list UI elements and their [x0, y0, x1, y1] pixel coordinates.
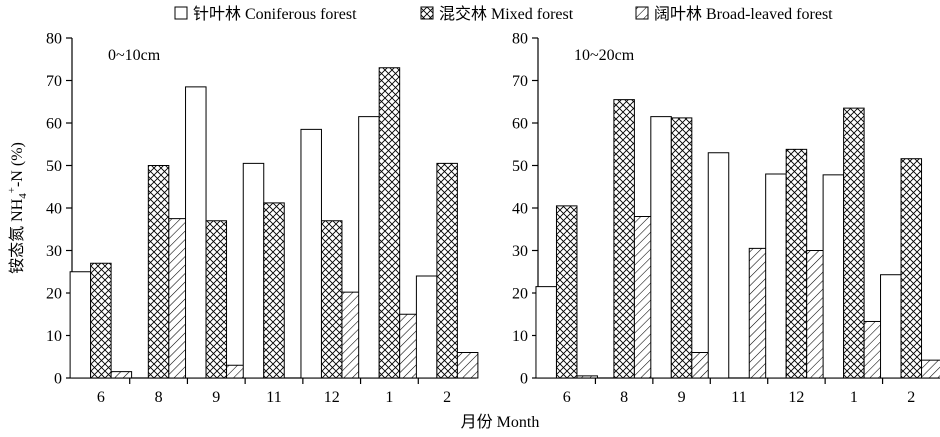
y-tick-label: 70: [46, 73, 62, 90]
y-tick-label: 0: [520, 371, 528, 388]
x-tick-label: 8: [620, 389, 628, 406]
bar-mixed-10-20cm: [613, 99, 635, 379]
y-axis-label: 铵态氮 NH4+-N (%): [6, 142, 29, 274]
x-axis-label: 月份 Month: [461, 413, 540, 431]
bar-mixed-10-20cm: [843, 107, 865, 379]
x-tick-label: 12: [324, 389, 340, 406]
bar-coniferous-10-20cm: [822, 174, 845, 379]
panel-title-10-20cm: 10~20cm: [574, 47, 635, 64]
bar-coniferous-0-10cm: [185, 86, 207, 379]
bar-broadleaved-10-20cm: [921, 359, 940, 379]
bar-mixed-0-10cm: [436, 162, 458, 379]
bar-coniferous-10-20cm: [707, 152, 730, 379]
y-tick-label: 60: [46, 116, 62, 133]
y-tick-label: 30: [46, 243, 62, 260]
bar-coniferous-0-10cm: [300, 128, 322, 379]
x-tick-label: 9: [212, 389, 220, 406]
bar-mixed-0-10cm: [320, 220, 343, 379]
bar-coniferous-0-10cm: [358, 116, 380, 379]
bar-mixed-10-20cm: [785, 148, 808, 379]
y-tick-label: 80: [46, 31, 62, 48]
bar-coniferous-10-20cm: [650, 116, 672, 379]
bar-mixed-10-20cm: [670, 117, 693, 379]
x-tick-label: 2: [443, 389, 451, 406]
legend-swatch-coniferous: [174, 6, 188, 20]
y-tick-label: 10: [512, 328, 528, 345]
bar-coniferous-10-20cm: [880, 274, 902, 379]
legend-label-broadleaved: 阔叶林 Broad-leaved forest: [654, 5, 833, 23]
bar-mixed-0-10cm: [378, 67, 401, 379]
legend: 针叶林 Coniferous forest 混交林 Mixed forest 阔…: [174, 5, 833, 23]
x-tick-label: 2: [907, 389, 915, 406]
bar-coniferous-10-20cm: [765, 173, 787, 379]
y-tick-label: 30: [512, 243, 528, 260]
bar-broadleaved-0-10cm: [110, 371, 133, 379]
x-tick-label: 1: [385, 389, 393, 406]
bar-mixed-0-10cm: [263, 202, 285, 379]
x-tick-label: 9: [678, 389, 686, 406]
bar-coniferous-0-10cm: [69, 271, 92, 379]
x-tick-label: 8: [155, 389, 163, 406]
bar-mixed-0-10cm: [90, 262, 112, 379]
bar-broadleaved-10-20cm: [576, 375, 598, 379]
bar-coniferous-0-10cm: [415, 275, 438, 379]
y-tick-label: 50: [46, 158, 62, 175]
bar-broadleaved-0-10cm: [456, 352, 479, 379]
y-tick-label: 0: [54, 371, 62, 388]
x-tick-label: 11: [266, 389, 281, 406]
x-tick-label: 1: [850, 389, 858, 406]
legend-label-coniferous: 针叶林 Coniferous forest: [193, 5, 357, 23]
x-tick-label: 11: [731, 389, 746, 406]
legend-swatch-broadleaved: [635, 6, 649, 20]
y-tick-label: 10: [46, 328, 62, 345]
y-tick-label: 50: [512, 158, 528, 175]
y-tick-label: 80: [512, 31, 528, 48]
bar-mixed-0-10cm: [147, 165, 170, 379]
x-tick-label: 6: [563, 389, 571, 406]
panel-title-0-10cm: 0~10cm: [108, 47, 161, 64]
legend-swatch-mixed: [420, 6, 434, 20]
y-tick-label: 40: [46, 201, 62, 218]
bar-mixed-10-20cm: [555, 205, 578, 379]
bar-coniferous-0-10cm: [242, 162, 265, 379]
bar-mixed-10-20cm: [900, 158, 923, 379]
bar-mixed-0-10cm: [205, 220, 228, 379]
y-tick-label: 20: [512, 286, 528, 303]
y-tick-label: 40: [512, 201, 528, 218]
y-tick-label: 60: [512, 116, 528, 133]
x-tick-label: 12: [788, 389, 804, 406]
bar-coniferous-10-20cm: [535, 286, 557, 379]
y-tick-label: 70: [512, 73, 528, 90]
legend-label-mixed: 混交林 Mixed forest: [439, 5, 574, 23]
x-tick-label: 6: [97, 389, 105, 406]
y-tick-label: 20: [46, 286, 62, 303]
